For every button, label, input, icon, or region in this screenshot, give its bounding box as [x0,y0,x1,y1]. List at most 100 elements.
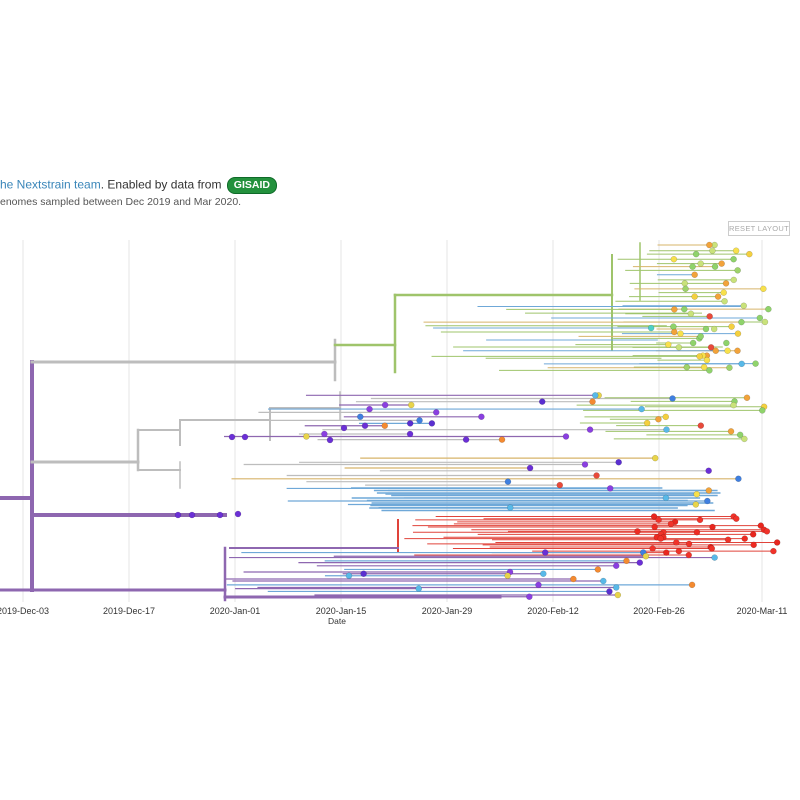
tip-node[interactable] [657,535,665,542]
tip-node[interactable] [761,318,769,326]
tip-node[interactable] [381,422,389,429]
tip-node[interactable] [738,360,745,368]
tip-node[interactable] [675,547,683,555]
tip-node[interactable] [174,511,182,519]
tip-node[interactable] [746,250,753,258]
tip-node[interactable] [504,478,512,485]
tip-node[interactable] [673,539,680,546]
tip-node[interactable] [366,405,373,413]
tip-node[interactable] [663,549,670,556]
tip-node[interactable] [662,494,670,502]
tip-node[interactable] [720,289,727,296]
tip-node[interactable] [357,413,364,421]
tip-node[interactable] [718,260,725,267]
tip-node[interactable] [540,570,547,577]
tip-node[interactable] [689,263,696,270]
tip-node[interactable] [711,263,719,270]
tip-node[interactable] [636,559,644,566]
tip-node[interactable] [732,247,740,254]
tip-node[interactable] [589,398,596,405]
tip-node[interactable] [556,481,564,489]
tip-node[interactable] [741,535,749,542]
tip-node[interactable] [416,417,423,424]
tip-node[interactable] [345,572,353,580]
tip-node[interactable] [612,584,620,591]
tip-node[interactable] [651,523,658,531]
tip-node[interactable] [702,325,710,333]
tip-node[interactable] [760,285,767,293]
tip-node[interactable] [321,430,328,438]
tip-node[interactable] [415,585,422,592]
tip-node[interactable] [728,323,735,330]
tip-node[interactable] [651,454,659,462]
tip-node[interactable] [770,547,777,555]
tip-node[interactable] [736,431,744,439]
tip-node[interactable] [326,436,334,444]
tip-node[interactable] [340,424,348,432]
tip-node[interactable] [606,485,614,492]
tip-node[interactable] [228,433,236,441]
tip-node[interactable] [638,405,645,413]
tip-node[interactable] [562,433,570,440]
tip-node[interactable] [700,363,708,371]
tip-node[interactable] [724,347,731,355]
tip-node[interactable] [711,554,718,561]
tip-node[interactable] [506,504,514,511]
tip-node[interactable] [655,516,662,524]
tip-node[interactable] [612,562,620,570]
tip-node[interactable] [727,428,735,435]
tip-node[interactable] [623,557,630,565]
tip-node[interactable] [759,407,766,414]
tip-node[interactable] [706,313,713,320]
tip-node[interactable] [692,501,700,508]
tip-node[interactable] [765,305,772,313]
tip-node[interactable] [693,529,701,536]
tip-node[interactable] [615,459,622,466]
tip-node[interactable] [647,324,655,332]
tip-node[interactable] [706,367,713,374]
tip-node[interactable] [643,419,651,427]
tip-node[interactable] [570,575,577,583]
tip-node[interactable] [406,430,414,438]
tip-node[interactable] [721,297,728,305]
tip-node[interactable] [705,487,713,494]
tip-node[interactable] [706,241,713,249]
tip-node[interactable] [675,344,683,351]
tip-node[interactable] [724,536,732,543]
tip-node[interactable] [406,420,414,427]
tip-node[interactable] [381,401,389,409]
tip-node[interactable] [722,280,730,287]
tip-node[interactable] [750,541,757,549]
tip-node[interactable] [592,392,599,399]
tip-node[interactable] [614,591,622,599]
tip-node[interactable] [709,523,716,531]
tip-node[interactable] [541,549,549,556]
tip-node[interactable] [234,510,242,518]
tip-node[interactable] [655,415,662,423]
tip-node[interactable] [730,255,737,263]
tip-node[interactable] [735,475,742,483]
tip-node[interactable] [677,330,684,337]
tip-node[interactable] [734,347,741,355]
tip-node[interactable] [704,497,711,505]
tip-node[interactable] [697,422,705,429]
tip-node[interactable] [216,511,224,519]
tip-node[interactable] [663,426,670,433]
tip-node[interactable] [734,267,741,274]
tip-node[interactable] [712,347,719,355]
tip-node[interactable] [667,520,675,528]
tip-node[interactable] [689,339,697,347]
tip-node[interactable] [303,433,310,440]
tip-node[interactable] [685,551,693,559]
tip-node[interactable] [730,401,737,409]
tip-node[interactable] [462,436,470,443]
tip-node[interactable] [743,394,751,402]
tip-node[interactable] [687,310,695,317]
tip-node[interactable] [634,528,641,535]
tip-node[interactable] [498,436,506,443]
tip-node[interactable] [593,472,600,479]
tip-node[interactable] [642,553,650,560]
tip-node[interactable] [407,401,415,409]
tip-node[interactable] [428,420,436,427]
